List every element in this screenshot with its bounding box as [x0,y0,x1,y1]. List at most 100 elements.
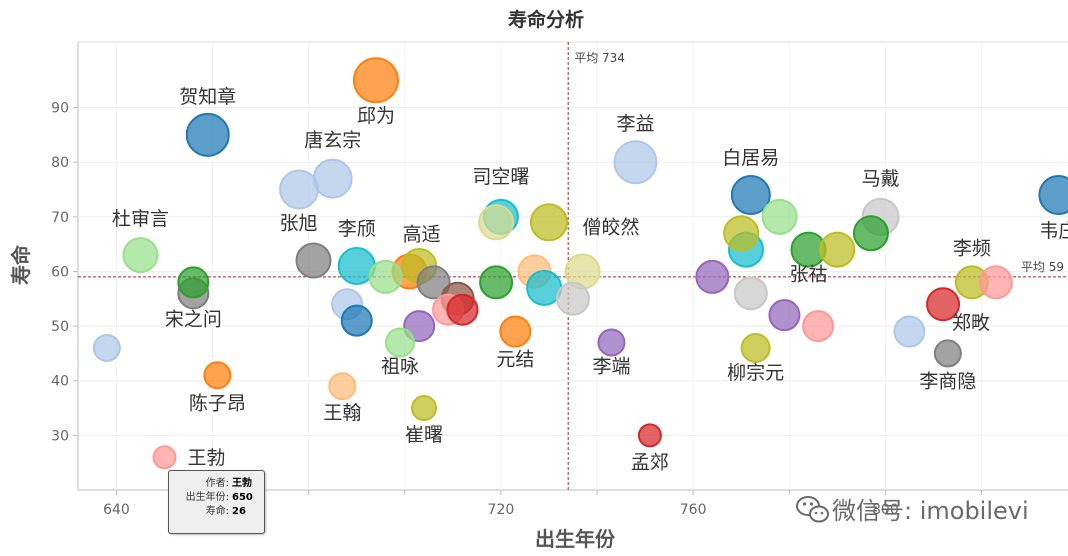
x-average-label: 平均 734 [574,51,625,65]
data-point[interactable] [819,231,856,268]
data-point[interactable]: 陈子昂 [203,361,232,390]
tooltip-key: 作者: [205,478,229,489]
data-points[interactable]: 贺知章邱为唐玄宗李益韩偓白居易马戴韦庄司空曙僧皎然杜审言张旭李颀高适宋之问元结祖… [92,57,1068,470]
point-label: 陈子昂 [189,392,246,414]
data-point[interactable] [92,333,121,362]
data-point[interactable] [761,198,798,235]
point-label: 李频 [953,237,991,259]
data-point[interactable] [768,299,801,332]
data-point[interactable] [852,215,889,252]
tooltip-value: 650 [232,492,253,503]
data-point[interactable] [893,315,926,348]
tooltip-key: 寿命: [205,506,229,517]
point-label: 张祜 [789,264,827,286]
point-label: 杜审言 [112,208,169,230]
data-point[interactable] [478,204,515,241]
data-point[interactable] [978,265,1013,300]
point-label: 崔曙 [405,424,443,446]
data-point[interactable]: 韦庄 [1038,174,1068,215]
watermark-text: 微信号: imobilevi [832,497,1029,525]
data-point[interactable] [279,169,320,210]
x-tick-label: 720 [488,502,515,518]
data-point[interactable] [556,281,590,316]
tooltip-row-author: 作者: 王勃 [169,477,258,491]
data-point[interactable]: 唐玄宗 [312,158,353,199]
reference-lines: 平均 734 平均 59 [78,42,1068,490]
y-tick-label: 40 [51,374,69,390]
data-point[interactable]: 孟郊 [637,423,662,448]
data-point[interactable]: 祖咏 [384,327,415,358]
tooltip: 作者: 王勃 出生年份: 650 寿命: 26 [168,470,265,534]
y-tick-label: 30 [51,428,69,444]
data-point[interactable]: 李商隐 [933,339,962,368]
point-label: 白居易 [722,147,779,169]
tooltip-value: 26 [232,506,246,517]
y-tick-label: 50 [51,319,69,335]
tooltip-value: 王勃 [232,478,252,489]
data-point[interactable] [723,215,760,252]
point-label: 宋之问 [165,308,222,330]
point-label: 李颀 [338,218,376,240]
point-label: 张旭 [279,213,317,235]
point-label: 马戴 [862,168,900,190]
point-label: 郑畋 [952,312,990,334]
tooltip-key: 出生年份: [185,492,229,503]
data-point[interactable]: 杜审言 [122,237,159,274]
point-label: 李益 [616,113,654,135]
tooltip-row-lifespan: 寿命: 26 [169,505,258,519]
data-point[interactable] [695,259,730,294]
data-point[interactable]: 贺知章 [185,112,230,157]
data-point[interactable]: 白居易 [730,174,771,215]
data-point[interactable]: 王翰 [328,372,357,401]
data-point[interactable] [368,259,403,294]
data-point[interactable] [802,310,835,343]
point-label: 李商隐 [919,370,976,392]
data-point[interactable]: 郑畋 [926,287,961,322]
data-point[interactable]: 崔曙 [411,395,438,422]
data-point[interactable]: 柳宗元 [740,332,771,363]
data-point[interactable]: 邱为 [352,57,399,104]
data-point[interactable] [479,265,514,300]
y-axis-title: 寿命 [9,244,33,285]
data-point[interactable]: 僧皎然 [529,203,568,242]
tooltip-row-birth-year: 出生年份: 650 [169,491,258,505]
data-point[interactable]: 王勃 [152,445,177,470]
point-label: 邱为 [357,105,395,127]
y-tick-label: 80 [51,155,69,171]
watermark: 微信号: imobilevi [796,496,1029,525]
point-label: 司空曙 [472,166,529,188]
data-point[interactable]: 李益 [613,140,658,185]
point-label: 孟郊 [631,451,669,473]
y-tick-label: 90 [51,101,69,117]
wechat-icon [796,496,829,523]
data-point[interactable] [177,266,210,299]
point-label: 高适 [403,223,441,245]
chart-title: 寿命分析 [508,8,584,31]
x-tick-label: 800 [872,502,899,518]
x-tick-label: 640 [103,502,130,518]
data-labels: 贺知章邱为唐玄宗李益韩偓白居易马戴韦庄司空曙僧皎然杜审言张旭李颀高适宋之问元结祖… [112,86,1068,473]
data-point[interactable] [446,293,479,326]
point-label: 僧皎然 [582,216,639,238]
data-point[interactable]: 李端 [597,328,626,357]
point-label: 祖咏 [381,355,419,377]
point-label: 王勃 [187,447,225,469]
y-tick-label: 70 [51,210,69,226]
point-label: 李端 [592,355,630,377]
data-point[interactable] [340,304,373,337]
data-point[interactable]: 张旭 [295,242,332,279]
x-axis-title: 出生年份 [535,527,616,551]
data-point[interactable] [733,276,768,311]
data-point[interactable]: 元结 [499,315,532,348]
point-label: 元结 [496,349,534,371]
point-label: 韦庄 [1039,220,1068,242]
data-point[interactable] [416,265,451,300]
point-label: 柳宗元 [727,362,784,384]
point-label: 唐玄宗 [304,130,361,152]
point-label: 王翰 [323,402,361,424]
y-tick-label: 60 [51,264,69,280]
y-average-label: 平均 59 [1021,260,1064,274]
point-label: 贺知章 [179,86,236,108]
